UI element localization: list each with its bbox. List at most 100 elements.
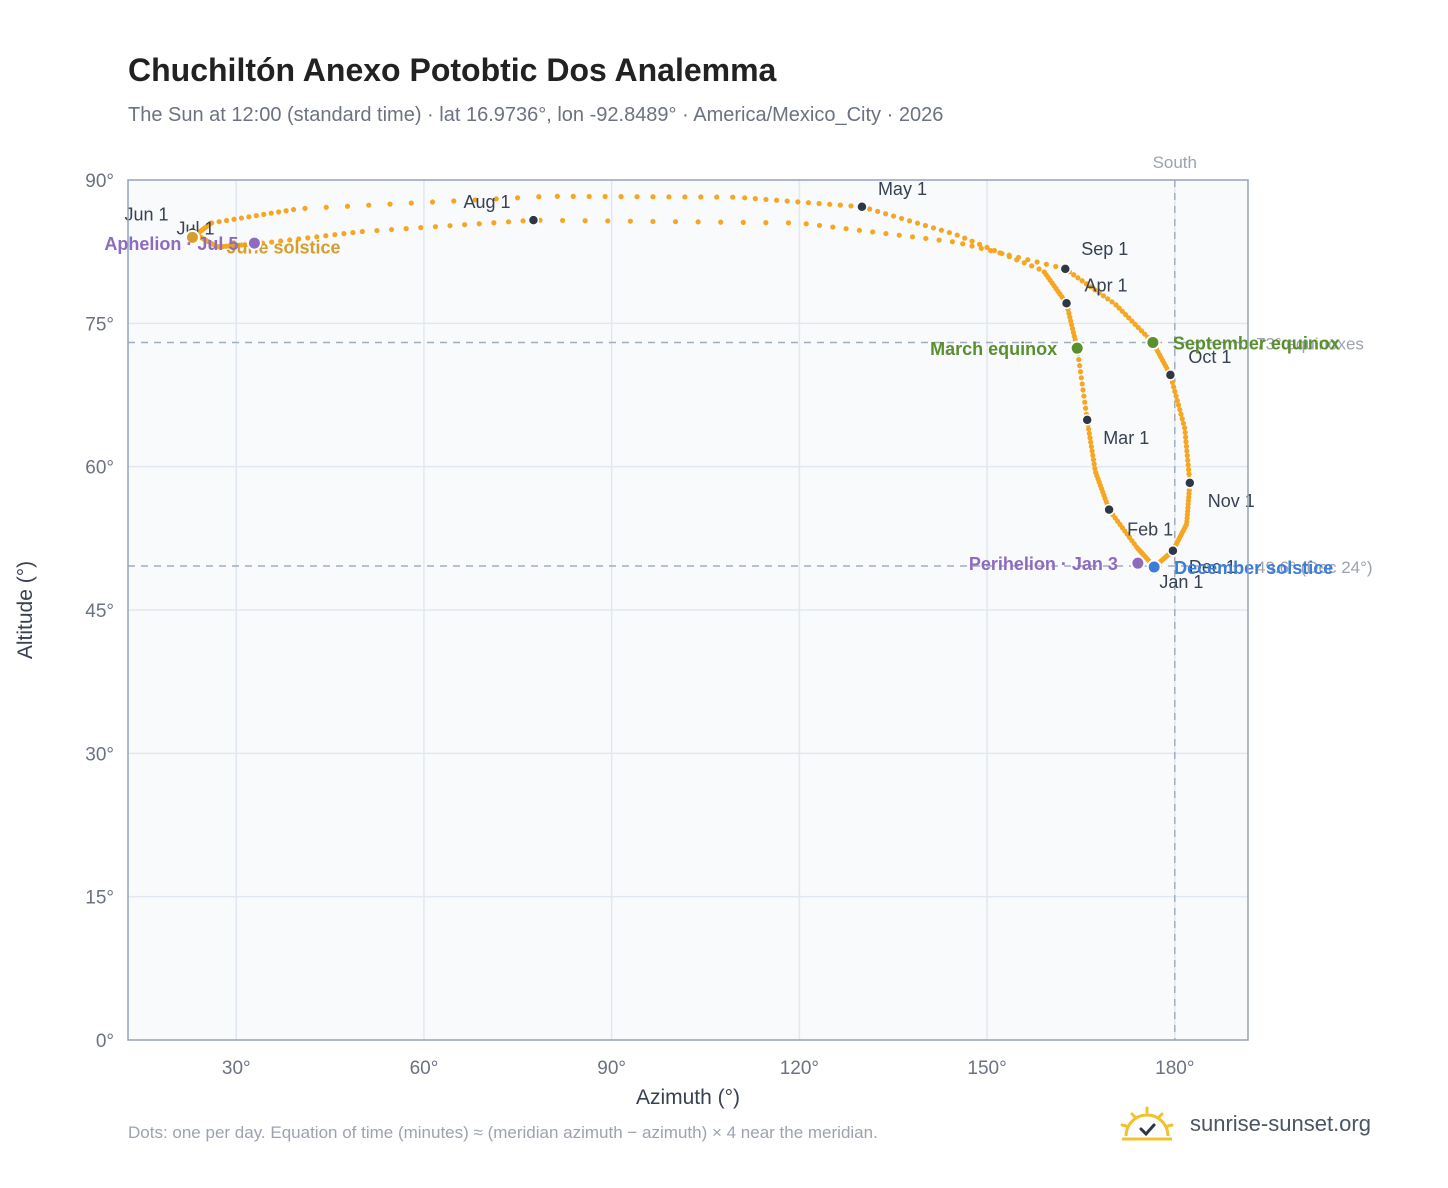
y-tick-label: 15° [85,888,114,909]
daily-dot [650,194,656,200]
daily-dot [1179,416,1185,422]
brand[interactable]: sunrise-sunset.org [1120,1100,1371,1148]
daily-dot [314,234,320,240]
daily-dot [875,208,881,214]
event-marker [184,229,200,245]
daily-dot [602,193,608,200]
daily-dot [1088,443,1095,450]
event-marker [1146,559,1162,575]
month-marker [1103,503,1115,516]
daily-dot [536,194,542,200]
daily-dot [969,238,975,244]
daily-dot [1183,439,1189,445]
daily-dot [1174,397,1180,404]
daily-dot [323,204,329,210]
month-label: Dec 1 [1189,557,1236,577]
daily-dot [388,226,395,233]
daily-dot [514,195,521,201]
daily-dot [493,196,499,202]
daily-dot [505,219,512,225]
reference-lines: 73° equinoxes 49.6° (Dec 24°) [128,180,1373,1040]
daily-dot [923,235,929,242]
x-axis-label: Azimuth (°) [636,1086,740,1109]
daily-dot [795,199,801,205]
daily-dot [1091,461,1097,467]
daily-dot [1077,369,1084,375]
daily-dot [672,219,679,225]
daily-dot [387,201,393,207]
daily-dot [559,217,566,224]
daily-dot [476,221,482,227]
daily-dot [582,218,588,224]
plot-frame [127,179,1249,1041]
daily-dot [1078,375,1084,381]
daily-dot [1132,321,1138,327]
daily-dot [520,218,526,224]
daily-dot [472,197,478,203]
daily-dot [883,230,889,237]
daily-dot [1096,290,1102,296]
daily-dot [432,224,438,230]
month-marker [856,201,868,213]
month-label: Aug 1 [463,192,510,212]
daily-dot [922,222,929,229]
daily-dot [1129,318,1135,324]
daily-dot [570,193,576,199]
x-tick-label: 150° [967,1058,1006,1079]
y-tick-label: 90° [85,171,114,192]
daily-dot [305,235,311,241]
daily-dot [634,194,640,200]
daily-dot [714,194,720,200]
daily-dot [269,239,275,245]
daily-dot [650,218,656,225]
daily-dot [341,231,347,237]
daily-dot [962,235,968,241]
daily-dot [1079,278,1085,284]
daily-dot [843,226,849,232]
daily-dot [1182,429,1188,436]
daily-dot [848,203,854,209]
daily-dot [1092,465,1098,472]
daily-dot [1178,411,1184,417]
daily-dot [447,223,453,229]
daily-dot [827,201,833,207]
daily-dot [403,226,409,232]
daily-dot [1090,457,1097,463]
daily-dot [1093,469,1099,476]
daily-dot [1086,426,1092,432]
daily-dot [268,210,274,216]
daily-dot [816,222,823,229]
daily-dot [359,228,365,235]
daily-dot [914,220,921,226]
y-tick-label: 0° [96,1031,114,1052]
month-marker [1164,369,1177,381]
daily-dot [451,198,457,204]
daily-dot [695,219,701,225]
daily-dot [1126,315,1132,321]
x-tick-label: 90° [597,1058,626,1079]
x-tick-label: 180° [1155,1058,1194,1079]
daily-dot [246,214,252,220]
daily-dot [1086,430,1092,437]
daily-dot [803,221,809,227]
daily-dot [1185,466,1192,473]
daily-dot [287,237,293,243]
month-label: Nov 1 [1208,491,1255,511]
daily-dot [238,215,245,221]
daily-dot [296,236,302,242]
daily-dot [1083,281,1090,287]
daily-dot [491,220,497,226]
daily-dot [954,232,960,238]
daily-dot [1180,420,1187,426]
daily-dot [773,197,780,203]
daily-dot [276,209,282,215]
daily-dot [344,203,351,209]
daily-dot [1090,452,1096,458]
event-marker [1130,555,1146,571]
daily-dot [870,229,876,235]
month-label: Apr 1 [1085,275,1128,295]
daily-dot [1109,299,1115,305]
daily-dot [856,227,862,233]
daily-dot [1034,259,1040,265]
event-markers: March equinox September equinox June solst… [104,229,1340,578]
